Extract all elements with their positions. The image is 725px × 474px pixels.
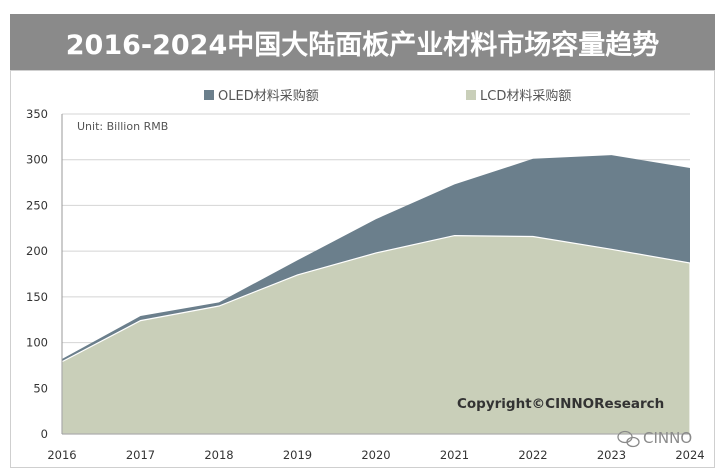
- x-tick-label: 2020: [361, 448, 390, 462]
- x-tick-label: 2016: [47, 448, 76, 462]
- unit-note: Unit: Billion RMB: [77, 120, 168, 133]
- legend-swatch-lcd: [466, 90, 476, 100]
- y-tick-label: 350: [26, 107, 48, 121]
- plot-frame: [10, 70, 715, 468]
- x-tick-label: 2018: [204, 448, 233, 462]
- y-tick-label: 300: [26, 153, 48, 167]
- y-tick-label: 200: [26, 244, 48, 258]
- copyright-text: Copyright©CINNOResearch: [457, 396, 664, 412]
- axes: [61, 114, 690, 435]
- title-bar: 2016-2024中国大陆面板产业材料市场容量趋势: [10, 14, 715, 70]
- x-tick-label: 2017: [126, 448, 155, 462]
- watermark: CINNO: [617, 429, 692, 448]
- x-tick-label: 2023: [597, 448, 626, 462]
- y-tick-label: 50: [33, 381, 48, 395]
- y-tick-label: 100: [26, 336, 48, 350]
- x-tick-label: 2022: [518, 448, 547, 462]
- area-series: [61, 155, 691, 435]
- chart-title: 2016-2024中国大陆面板产业材料市场容量趋势: [65, 29, 660, 61]
- x-tick-label: 2019: [283, 448, 312, 462]
- y-tick-label: 150: [26, 290, 48, 304]
- area-lcd: [61, 234, 691, 435]
- legend-label-lcd: LCD材料采购额: [480, 88, 571, 104]
- legend: OLED材料采购额 LCD材料采购额: [204, 88, 571, 104]
- area-oled: [62, 155, 690, 362]
- y-tick-label: 0: [41, 427, 48, 441]
- tick-labels: 0 50 100 150 200 250 300 350 2016 2017 2018 2019 202…: [26, 107, 705, 462]
- y-tick-label: 250: [26, 198, 48, 212]
- x-tick-label: 2021: [440, 448, 469, 462]
- chat-bubble-icon: [617, 430, 640, 448]
- x-tick-label: 2024: [675, 448, 704, 462]
- watermark-text: CINNO: [643, 429, 692, 447]
- legend-swatch-oled: [204, 90, 214, 100]
- legend-label-oled: OLED材料采购额: [218, 88, 319, 104]
